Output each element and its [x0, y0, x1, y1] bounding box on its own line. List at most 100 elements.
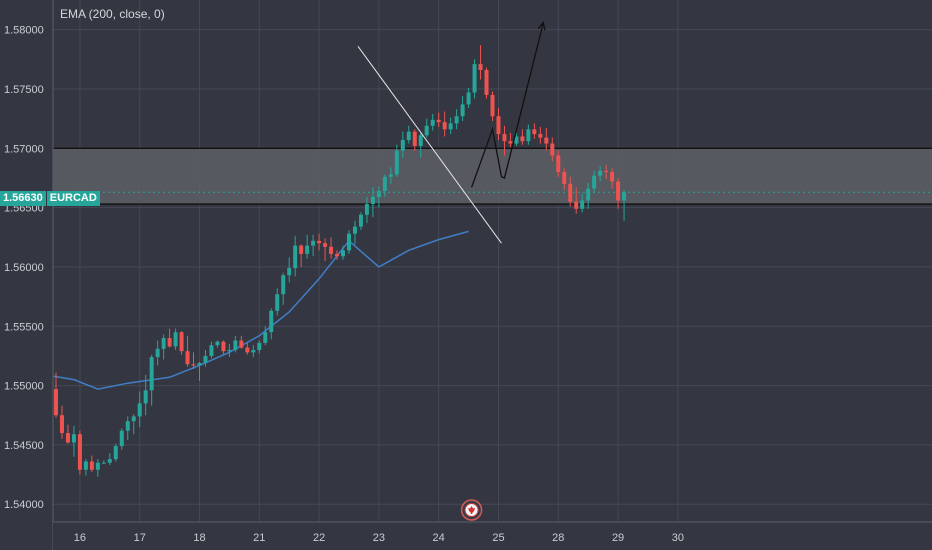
- candle-body: [568, 183, 573, 202]
- x-tick-label: 18: [193, 532, 205, 544]
- candle-body: [346, 233, 351, 251]
- candle-body: [149, 357, 154, 391]
- candle-body: [442, 122, 447, 130]
- candle-body: [59, 415, 64, 434]
- candle-body: [376, 191, 381, 197]
- candle-body: [448, 123, 453, 130]
- candle-body: [185, 351, 190, 365]
- candle-body: [107, 459, 112, 463]
- candle-body: [65, 433, 70, 443]
- candle-body: [424, 125, 429, 136]
- y-tick-label: 1.58000: [4, 25, 44, 37]
- x-axis-labels: 16 17 18 21 22 23 24 25 28 29 30: [74, 532, 684, 544]
- candle-body: [352, 226, 357, 234]
- x-tick-label: 17: [134, 532, 146, 544]
- candle-body: [358, 214, 363, 227]
- x-axis-panel: [53, 522, 932, 550]
- x-tick-label: 30: [672, 532, 684, 544]
- candle-body: [466, 92, 471, 105]
- candle-body: [83, 461, 88, 470]
- x-tick-label: 25: [492, 532, 504, 544]
- x-tick-label: 21: [253, 532, 265, 544]
- candle-body: [263, 332, 268, 343]
- projection-arrowhead: [537, 21, 546, 31]
- x-tick-label: 16: [74, 532, 86, 544]
- candle-body: [317, 240, 322, 244]
- projection-path[interactable]: [470, 21, 546, 188]
- candle-body: [275, 294, 280, 311]
- candle-body: [526, 129, 531, 142]
- current-price-label: 1.56630: [0, 191, 46, 206]
- candle-body: [293, 245, 298, 269]
- candle-body: [616, 181, 621, 201]
- candle-body: [580, 200, 585, 209]
- x-tick-label: 22: [313, 532, 325, 544]
- candle-body: [251, 349, 256, 353]
- x-tick-label: 28: [552, 532, 564, 544]
- candle-body: [544, 137, 549, 144]
- candle-body: [203, 355, 208, 364]
- candle-body: [179, 332, 184, 352]
- y-tick-label: 1.54000: [4, 499, 44, 511]
- candle-body: [323, 243, 328, 247]
- candle-body: [239, 340, 244, 348]
- y-tick-label: 1.55500: [4, 321, 44, 333]
- candle-body: [101, 462, 106, 464]
- candle-body: [394, 150, 399, 175]
- candle-body: [221, 341, 226, 352]
- candle-body: [478, 64, 483, 70]
- candle-body: [562, 172, 567, 184]
- trendline[interactable]: [357, 45, 502, 244]
- candle-body: [610, 172, 615, 182]
- candle-body: [113, 446, 118, 460]
- candle-body: [460, 104, 465, 117]
- candle-body: [209, 345, 214, 356]
- candle-body: [125, 421, 130, 431]
- candle-body: [622, 192, 627, 201]
- candle-body: [400, 139, 405, 151]
- candle-body: [514, 136, 519, 144]
- candle-body: [484, 69, 489, 95]
- candle-body: [311, 240, 316, 246]
- candle-body: [155, 348, 160, 358]
- candle-body: [53, 389, 58, 416]
- candle-body: [329, 246, 334, 254]
- y-tick-label: 1.57000: [4, 143, 44, 155]
- candle-body: [532, 129, 537, 135]
- horizontal-levels: [53, 147, 932, 205]
- x-tick-label: 23: [373, 532, 385, 544]
- projection-line: [470, 22, 544, 188]
- candle-body: [215, 341, 220, 346]
- candle-body: [341, 250, 346, 257]
- canada-flag-icon[interactable]: [460, 499, 483, 521]
- candle-body: [161, 338, 166, 349]
- candle-body: [119, 430, 124, 447]
- candle-body: [406, 131, 411, 140]
- candle-body: [574, 201, 579, 209]
- y-tick-label: 1.56000: [4, 262, 44, 274]
- candle-body: [418, 135, 423, 146]
- candle-body: [281, 275, 286, 295]
- candle-body: [412, 131, 417, 146]
- candle-body: [245, 347, 250, 353]
- candle-body: [538, 134, 543, 138]
- price-tag: 1.56630 EURCAD: [0, 191, 100, 206]
- candle-body: [89, 461, 94, 470]
- candle-body: [370, 196, 375, 205]
- candle-body: [382, 176, 387, 192]
- maple-leaf-glyph: [468, 506, 476, 514]
- candle-body: [269, 310, 274, 333]
- candle-body: [388, 174, 393, 177]
- y-tick-label: 1.57500: [4, 84, 44, 96]
- candle-body: [77, 434, 82, 470]
- candle-body: [436, 119, 441, 123]
- candle-body: [508, 141, 513, 144]
- candle-body: [496, 116, 501, 135]
- candle-body: [173, 332, 178, 347]
- candle-body: [167, 338, 172, 347]
- candle-body: [550, 143, 555, 156]
- candle-body: [472, 64, 477, 93]
- symbol-label: EURCAD: [46, 191, 100, 206]
